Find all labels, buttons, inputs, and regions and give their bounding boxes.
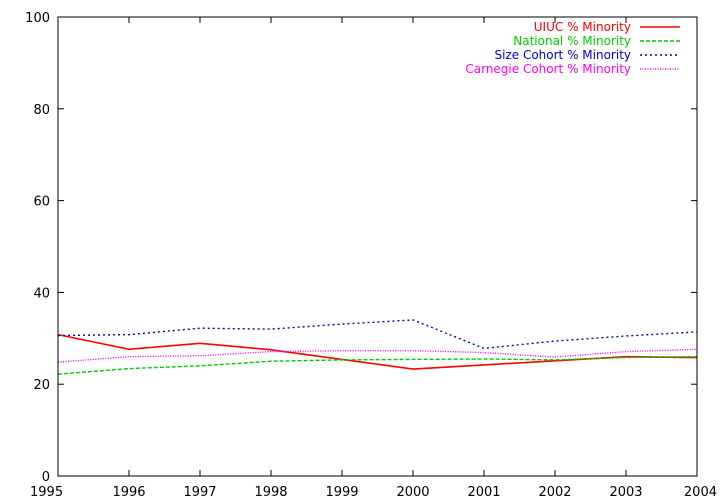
x-tick-label: 2003 <box>609 485 642 500</box>
x-tick-label: 1995 <box>30 485 63 500</box>
x-tick-label: 1999 <box>325 485 358 500</box>
y-tick-label: 20 <box>33 378 50 393</box>
y-tick-label: 80 <box>33 103 50 118</box>
x-tick-label: 1997 <box>183 485 216 500</box>
x-tick-label: 1996 <box>112 485 145 500</box>
legend-label: Carnegie Cohort % Minority <box>465 62 631 76</box>
x-tick-label: 2002 <box>538 485 571 500</box>
y-tick-label: 100 <box>25 11 50 26</box>
series-line-4 <box>57 348 698 363</box>
x-tick-label: 2000 <box>396 485 429 500</box>
x-tick-label: 2001 <box>467 485 500 500</box>
legend-label: UIUC % Minority <box>534 20 631 34</box>
legend-label: National % Minority <box>513 34 631 48</box>
x-tick-label: 2004 <box>684 485 717 500</box>
y-tick-label: 40 <box>33 286 50 301</box>
x-tick-label: 1998 <box>254 485 287 500</box>
y-tick-label: 0 <box>42 470 50 485</box>
y-tick-label: 60 <box>33 195 50 210</box>
series-line-1 <box>57 333 698 370</box>
series-line-3 <box>57 319 698 350</box>
axis-ticks: 0 20 40 60 80 100 1995 1996 1997 1998 1999 2000 2001… <box>25 11 717 500</box>
series-lines <box>57 319 698 375</box>
series-line-2 <box>57 355 698 375</box>
plot-frame <box>57 16 698 477</box>
legend-label: Size Cohort % Minority <box>495 48 632 62</box>
